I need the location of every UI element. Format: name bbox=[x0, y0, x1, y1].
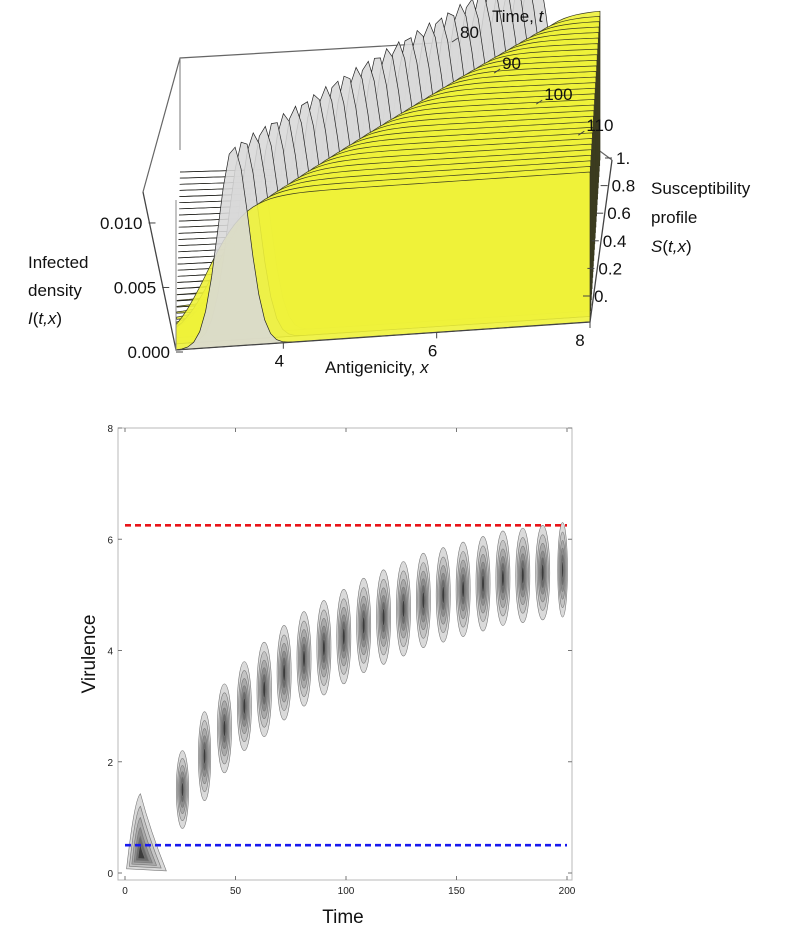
contour-level bbox=[441, 586, 445, 604]
contour-level bbox=[262, 680, 266, 699]
left-z-label-line1: Infected bbox=[28, 253, 89, 272]
contour-level bbox=[561, 561, 564, 579]
contour-level bbox=[203, 747, 206, 765]
contour-blob bbox=[396, 561, 411, 657]
axis-ticks-3d: 4 6 8 80 90 100 110 0.000 0.005 0.010 0. 0.2 0.4 0.6 0… bbox=[100, 23, 635, 371]
contour-level bbox=[222, 720, 227, 737]
contour-level bbox=[521, 566, 525, 585]
x-tick-label: 100 bbox=[338, 886, 355, 897]
surface-layer bbox=[175, 0, 601, 351]
contour-blob bbox=[455, 541, 471, 637]
left-z-tick-label: 0.000 bbox=[127, 343, 170, 362]
axis-ticks-2d: 0 50 100 150 200 0 2 4 6 8 bbox=[107, 424, 575, 897]
contour-blob bbox=[415, 552, 431, 649]
surface-3d-panel: 4 6 8 80 90 100 110 0.000 0.005 0.010 0. 0.2 0.4 0.6 0… bbox=[28, 0, 751, 377]
contour-blob bbox=[236, 661, 252, 751]
t-tick-mark bbox=[451, 37, 459, 43]
contour-blob bbox=[475, 536, 491, 632]
contour-blob bbox=[276, 625, 292, 721]
x-tick-label: 8 bbox=[575, 331, 584, 350]
right-z-tick-label: 0.4 bbox=[603, 232, 627, 251]
left-z-tick-label: 0.005 bbox=[114, 278, 157, 297]
t-tick-mark bbox=[535, 99, 543, 105]
right-z-tick-label: 1. bbox=[616, 149, 630, 168]
y-tick-label: 6 bbox=[107, 535, 113, 546]
y-tick-label: 4 bbox=[107, 647, 113, 658]
x-axis-label-time: Time bbox=[322, 907, 364, 928]
x-axis-label: Antigenicity, x bbox=[325, 358, 429, 377]
contour-blob bbox=[515, 527, 531, 623]
contour-blob bbox=[356, 577, 372, 674]
contour-level bbox=[282, 663, 286, 682]
contour-level bbox=[181, 782, 184, 797]
x-tick-label: 0 bbox=[122, 886, 128, 897]
susceptibility-slice bbox=[175, 171, 591, 351]
contour-blob bbox=[435, 547, 451, 643]
contour-blob bbox=[316, 600, 332, 696]
t-tick-label: 90 bbox=[502, 54, 521, 73]
contour-level bbox=[342, 627, 346, 646]
reference-lines bbox=[125, 524, 567, 847]
contour-blob bbox=[198, 711, 212, 801]
left-z-tick-label: 0.010 bbox=[100, 214, 143, 233]
right-z-tick-label: 0.8 bbox=[612, 177, 636, 196]
contour-level bbox=[401, 599, 406, 618]
contour-blob bbox=[296, 611, 312, 707]
contour-blob bbox=[535, 525, 551, 621]
contour-level bbox=[461, 580, 465, 599]
left-z-label-line2: density bbox=[28, 281, 82, 300]
box-front-edges bbox=[142, 159, 613, 351]
contour-blob bbox=[217, 683, 232, 774]
y-tick-label: 2 bbox=[107, 758, 113, 769]
t-tick-label: 110 bbox=[586, 116, 613, 135]
right-z-label-line1: Susceptibility bbox=[651, 179, 751, 198]
y-tick-label: 0 bbox=[107, 869, 113, 880]
contour-blob bbox=[336, 589, 352, 685]
right-z-tick-label: 0.6 bbox=[607, 204, 631, 223]
contour-level bbox=[421, 591, 425, 610]
x-tick-label: 50 bbox=[230, 886, 242, 897]
t-tick-label: 100 bbox=[544, 85, 572, 104]
right-z-tick-label: 0. bbox=[594, 287, 608, 306]
contour-blob bbox=[495, 530, 511, 626]
contour-level bbox=[541, 563, 545, 582]
contour-level bbox=[481, 574, 485, 593]
contour-level bbox=[501, 569, 505, 587]
t-tick-label: 80 bbox=[460, 23, 479, 42]
x-tick-label: 4 bbox=[275, 352, 284, 371]
contour-blob bbox=[175, 750, 189, 829]
contour-level bbox=[242, 697, 246, 715]
right-z-label-line2: profile bbox=[651, 208, 697, 227]
t-tick-mark bbox=[578, 130, 585, 136]
x-tick-label: 200 bbox=[559, 886, 576, 897]
contour-level bbox=[362, 616, 366, 635]
contour-level bbox=[381, 608, 386, 626]
contour-blobs bbox=[126, 522, 568, 872]
contour-level bbox=[322, 638, 326, 657]
right-z-tick-label: 0.2 bbox=[598, 259, 622, 278]
t-tick-mark bbox=[493, 68, 501, 74]
contour-blob bbox=[557, 522, 568, 618]
y-tick-label: 8 bbox=[107, 424, 113, 435]
right-z-label-formula: S(t,x) bbox=[651, 237, 692, 256]
contour-panel: 0 50 100 150 200 0 2 4 6 8 Time Virulence bbox=[79, 424, 576, 928]
contour-blob bbox=[126, 793, 167, 872]
contour-blob bbox=[256, 641, 272, 738]
left-z-label-formula: I(t,x) bbox=[28, 309, 62, 328]
x-tick-label: 6 bbox=[428, 341, 437, 360]
t-axis-label: Time, t bbox=[492, 7, 545, 26]
y-axis-label-virulence: Virulence bbox=[79, 615, 100, 694]
x-tick-label: 150 bbox=[448, 886, 465, 897]
contour-level bbox=[302, 650, 306, 668]
contour-blob bbox=[376, 569, 391, 665]
